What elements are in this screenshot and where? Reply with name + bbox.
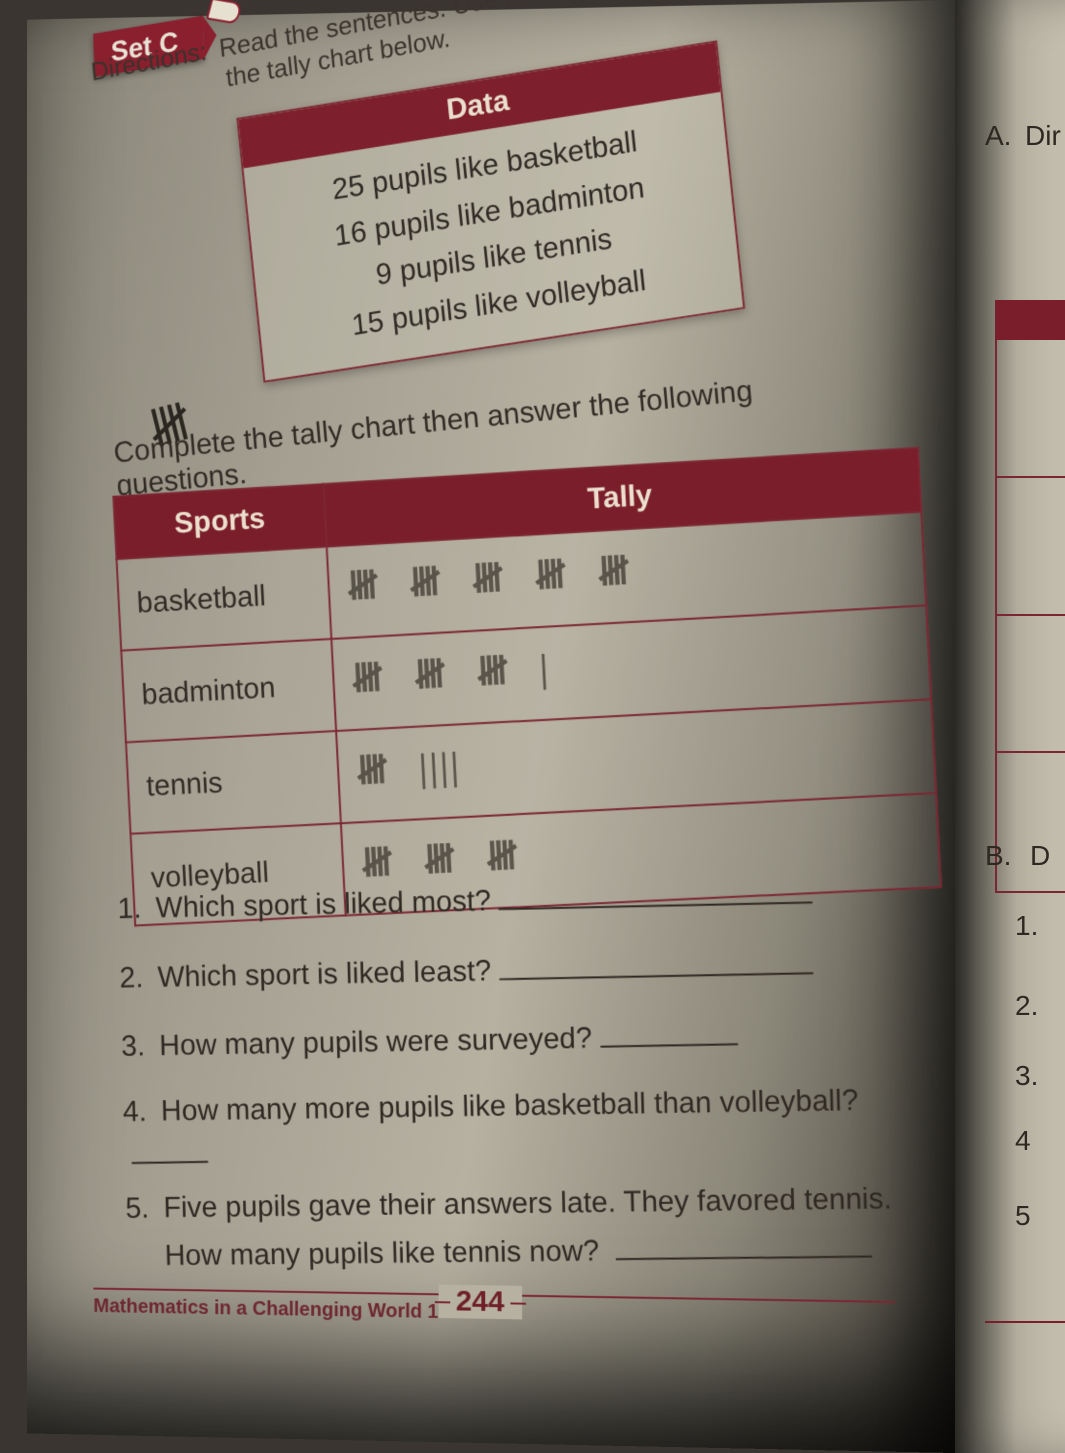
q-text: How many pupils were surveyed? bbox=[159, 1019, 593, 1066]
answer-blank[interactable] bbox=[599, 1012, 737, 1047]
book-spread: Set C Directions: Read the sentences. Us… bbox=[0, 0, 1065, 1453]
tally-table: Sports Tally basketball 𝍸 𝍸 𝍸 𝍸 𝍸 badmin… bbox=[112, 447, 942, 927]
q-text: Which sport is liked most? bbox=[155, 882, 491, 929]
question-5: 5. Five pupils gave their answers late. … bbox=[125, 1179, 925, 1276]
answer-blank[interactable] bbox=[498, 871, 813, 910]
tally-marks: 𝍸 |||| bbox=[355, 743, 461, 793]
rp-2: 2. bbox=[1015, 990, 1038, 1022]
page-number-wrap: 244 bbox=[438, 1284, 522, 1319]
question-4: 4. How many more pupils like basketball … bbox=[122, 1080, 922, 1164]
q-num: 4. bbox=[122, 1092, 161, 1132]
rp-5: 5 bbox=[1015, 1200, 1031, 1232]
rp-footer-rule bbox=[985, 1321, 1065, 1323]
q-num: 5. bbox=[125, 1189, 164, 1229]
answer-blank[interactable] bbox=[615, 1224, 872, 1260]
rp-3: 3. bbox=[1015, 1060, 1038, 1092]
sport-cell: basketball bbox=[117, 547, 332, 651]
q-num: 3. bbox=[121, 1027, 160, 1067]
answer-blank[interactable] bbox=[498, 941, 813, 980]
q-num: 1. bbox=[117, 889, 156, 929]
question-2: 2. Which sport is liked least? bbox=[119, 939, 918, 998]
rp-a: A. bbox=[985, 120, 1011, 152]
tally-marks: 𝍸 𝍸 𝍸 | bbox=[351, 645, 552, 700]
rp-4: 4 bbox=[1015, 1125, 1031, 1157]
question-3: 3. How many pupils were surveyed? bbox=[121, 1009, 920, 1067]
rp-b: B. bbox=[985, 840, 1011, 872]
q-text: Which sport is liked least? bbox=[157, 951, 492, 997]
answer-blank[interactable] bbox=[131, 1131, 208, 1164]
questions-list: 1. Which sport is liked most? 2. Which s… bbox=[117, 868, 926, 1301]
book-title: Mathematics in a Challenging World 1 bbox=[93, 1290, 438, 1324]
right-page-sliver: A. Dir B. D 1. 2. 3. 4 5 bbox=[955, 0, 1065, 1453]
rp-1: 1. bbox=[1015, 910, 1038, 942]
q-num: 2. bbox=[119, 958, 158, 998]
q-text: How many more pupils like basketball tha… bbox=[160, 1081, 858, 1132]
sport-cell: tennis bbox=[126, 731, 341, 834]
sport-cell: badminton bbox=[121, 639, 336, 742]
tally-chart: Sports Tally basketball 𝍸 𝍸 𝍸 𝍸 𝍸 badmin… bbox=[112, 447, 942, 927]
tally-marks: 𝍸 𝍸 𝍸 𝍸 𝍸 bbox=[346, 548, 633, 609]
q5-sub: How many pupils like tennis now? bbox=[164, 1234, 599, 1271]
rp-table-edge bbox=[995, 340, 1065, 893]
left-page: Set C Directions: Read the sentences. Us… bbox=[27, 0, 955, 1453]
rp-table-header-bar bbox=[995, 300, 1065, 340]
rp-dir: Dir bbox=[1025, 120, 1061, 152]
page-number: 244 bbox=[456, 1284, 505, 1317]
data-box: Data 25 pupils like basketball 16 pupils… bbox=[236, 40, 745, 383]
rp-d: D bbox=[1030, 840, 1050, 872]
q-text: Five pupils gave their answers late. The… bbox=[163, 1179, 892, 1228]
